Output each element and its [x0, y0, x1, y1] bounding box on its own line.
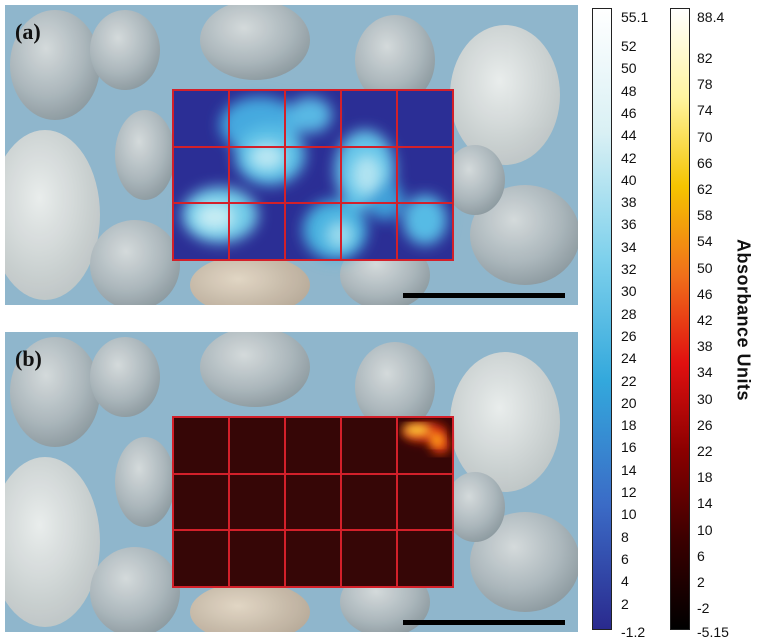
- colorbar-blue-tick: 30: [621, 283, 637, 300]
- colorbar-hot-tick: 70: [697, 128, 713, 145]
- colorbar-blue-tick: 44: [621, 127, 637, 144]
- scale-bar: [403, 620, 565, 625]
- colorbar-hot: [670, 8, 690, 630]
- colorbar-hot-tick: 26: [697, 416, 713, 433]
- colorbar-blue-tick: 12: [621, 484, 637, 500]
- colorbar-blue-tick: 18: [621, 417, 637, 434]
- colorbar-hot-tick: 2: [697, 574, 705, 590]
- colorbar-blue-min-label: -1.2: [621, 624, 646, 640]
- colorbar-blue-tick: 36: [621, 216, 637, 233]
- colorbar-hot-tick: 62: [697, 181, 713, 197]
- colorbar-hot-tick: 34: [697, 364, 713, 381]
- colorbar-hot-tick: 22: [697, 443, 713, 459]
- colorbar-blue-tick: 26: [621, 327, 637, 344]
- colorbar-hot-tick: 14: [697, 495, 713, 512]
- colorbar-hot-tick: 46: [697, 285, 713, 302]
- panel-a-label: (a): [15, 19, 41, 44]
- colorbar-hot-tick: 82: [697, 50, 713, 66]
- axis-label: Absorbance Units: [733, 238, 754, 402]
- colorbar-blue-tick: 8: [621, 528, 629, 545]
- colorbar-blue-tick: 24: [621, 350, 637, 367]
- colorbar-blue-tick: 20: [621, 394, 637, 411]
- colorbar-blue-tick: 32: [621, 261, 637, 277]
- colorbar-blue-tick: 38: [621, 194, 637, 211]
- panel-b-label: (b): [15, 346, 42, 371]
- colorbar-hot-tick: -2: [697, 600, 710, 617]
- colorbar-blue-tick: 40: [621, 171, 637, 188]
- colorbar-blue-tick: 52: [621, 38, 637, 54]
- colorbar-hot-tick: 42: [697, 312, 713, 328]
- colorbar-hot-tick: 58: [697, 207, 713, 224]
- colorbar-blue: [592, 8, 612, 630]
- colorbar-blue-tick: 4: [621, 573, 629, 590]
- colorbar-hot-tick: 74: [697, 102, 713, 119]
- colorbar-blue-tick: 34: [621, 238, 637, 255]
- colorbar-blue-tick: 48: [621, 82, 637, 99]
- colorbar-blue-tick: 22: [621, 372, 637, 389]
- colorbar-hot-tick: 38: [697, 338, 713, 355]
- scale-bar: [403, 293, 565, 298]
- colorbar-blue-tick: 16: [621, 439, 637, 456]
- colorbar-blue-tick: 6: [621, 550, 629, 567]
- micrograph-a: [5, 5, 578, 305]
- colorbar-hot-min-label: -5.15: [697, 624, 729, 640]
- colorbar-hot-tick: 78: [697, 76, 713, 93]
- colorbar-hot-tick: 30: [697, 390, 713, 407]
- colorbar-blue-tick: 46: [621, 104, 637, 121]
- colorbar-blue-tick: 28: [621, 305, 637, 322]
- colorbar-blue-tick: 42: [621, 149, 637, 166]
- colorbar-hot-tick: 50: [697, 259, 713, 276]
- colorbar-blue-tick: 50: [621, 60, 637, 77]
- colorbar-hot-tick: 66: [697, 154, 713, 171]
- colorbar-blue-max-label: 55.1: [621, 9, 649, 25]
- colorbar-hot-tick: 6: [697, 547, 705, 564]
- colorbar-blue-tick: 10: [621, 506, 637, 523]
- colorbar-hot-tick: 54: [697, 233, 713, 250]
- micrograph-b: [5, 332, 578, 632]
- colorbar-blue-tick: 14: [621, 461, 637, 478]
- colorbar-hot-tick: 18: [697, 469, 713, 486]
- colorbar-hot-tick: 10: [697, 521, 713, 538]
- colorbar-blue-tick: 2: [621, 595, 629, 612]
- panel-b: (b): [5, 332, 578, 632]
- panel-a: (a): [5, 5, 578, 305]
- colorbar-hot-max-label: 88.4: [697, 9, 725, 25]
